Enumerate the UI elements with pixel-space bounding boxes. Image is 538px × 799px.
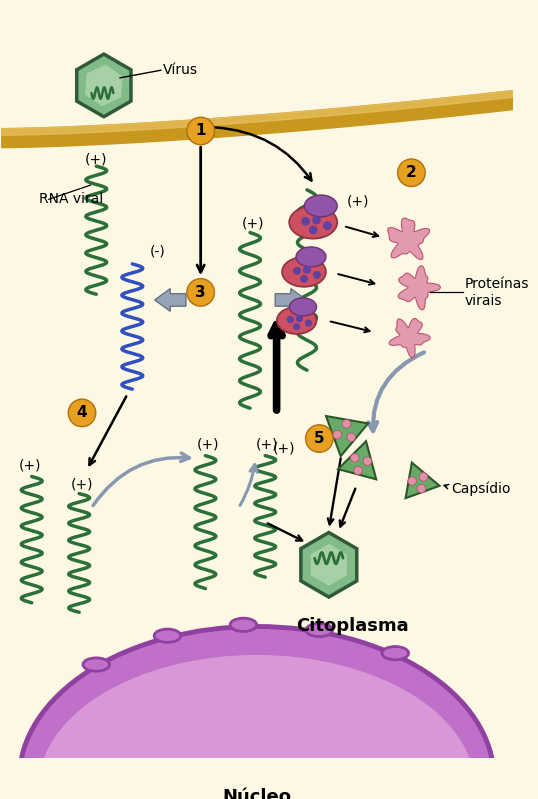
Text: (+): (+) [256, 437, 278, 451]
Circle shape [347, 433, 356, 442]
Text: (+): (+) [197, 437, 220, 451]
Polygon shape [389, 319, 430, 358]
Circle shape [417, 484, 426, 493]
Text: (-): (-) [150, 244, 166, 259]
Ellipse shape [306, 623, 332, 637]
Polygon shape [275, 288, 307, 312]
Text: Citoplasma: Citoplasma [296, 618, 409, 635]
Ellipse shape [154, 629, 181, 642]
Ellipse shape [38, 655, 475, 799]
Circle shape [296, 315, 303, 322]
Ellipse shape [277, 307, 316, 334]
Ellipse shape [83, 658, 110, 671]
Ellipse shape [214, 776, 299, 799]
Circle shape [188, 280, 213, 304]
Circle shape [293, 323, 300, 330]
Circle shape [293, 267, 301, 275]
Circle shape [313, 271, 321, 279]
Text: 5: 5 [314, 431, 324, 446]
Polygon shape [398, 266, 441, 310]
Circle shape [333, 431, 342, 439]
Text: Proteínas
virais: Proteínas virais [464, 276, 529, 308]
Circle shape [419, 472, 428, 481]
Circle shape [300, 275, 308, 283]
Circle shape [303, 266, 311, 274]
Ellipse shape [289, 206, 337, 239]
Polygon shape [388, 218, 430, 260]
Polygon shape [326, 416, 368, 456]
Circle shape [187, 279, 215, 306]
Circle shape [309, 225, 317, 234]
Text: 2: 2 [406, 165, 417, 181]
Circle shape [363, 457, 372, 466]
Text: (+): (+) [18, 458, 41, 472]
Circle shape [399, 161, 424, 185]
Ellipse shape [382, 646, 408, 660]
Circle shape [323, 221, 332, 230]
Text: Núcleo: Núcleo [222, 789, 291, 799]
Circle shape [301, 217, 310, 225]
Text: (+): (+) [347, 194, 370, 209]
Text: 3: 3 [195, 285, 206, 300]
Text: (+): (+) [273, 441, 295, 455]
Polygon shape [311, 544, 347, 586]
Ellipse shape [296, 247, 326, 267]
Polygon shape [77, 54, 131, 117]
Polygon shape [338, 441, 376, 479]
Text: (+): (+) [242, 216, 264, 230]
Circle shape [305, 320, 312, 327]
Text: 1: 1 [195, 124, 206, 138]
Ellipse shape [289, 298, 316, 316]
Text: (+): (+) [71, 477, 93, 491]
Circle shape [408, 477, 416, 485]
Text: Capsídio: Capsídio [451, 482, 511, 496]
Circle shape [188, 119, 213, 143]
Text: Vírus: Vírus [162, 63, 197, 78]
Polygon shape [85, 65, 123, 106]
Ellipse shape [282, 257, 326, 287]
Circle shape [187, 117, 215, 145]
Polygon shape [154, 288, 186, 312]
Text: (+): (+) [85, 153, 108, 166]
Circle shape [70, 400, 94, 425]
Circle shape [68, 400, 96, 427]
Ellipse shape [19, 626, 494, 799]
Circle shape [354, 467, 363, 475]
Circle shape [287, 316, 294, 323]
Polygon shape [406, 463, 440, 499]
Circle shape [306, 425, 333, 452]
Ellipse shape [230, 618, 257, 631]
Text: 4: 4 [77, 405, 87, 420]
Circle shape [350, 454, 359, 462]
Circle shape [312, 216, 321, 225]
Circle shape [342, 419, 351, 428]
Circle shape [307, 426, 331, 451]
Ellipse shape [305, 195, 337, 217]
Polygon shape [301, 532, 357, 597]
Text: RNA viral: RNA viral [39, 193, 103, 206]
Circle shape [398, 159, 425, 186]
